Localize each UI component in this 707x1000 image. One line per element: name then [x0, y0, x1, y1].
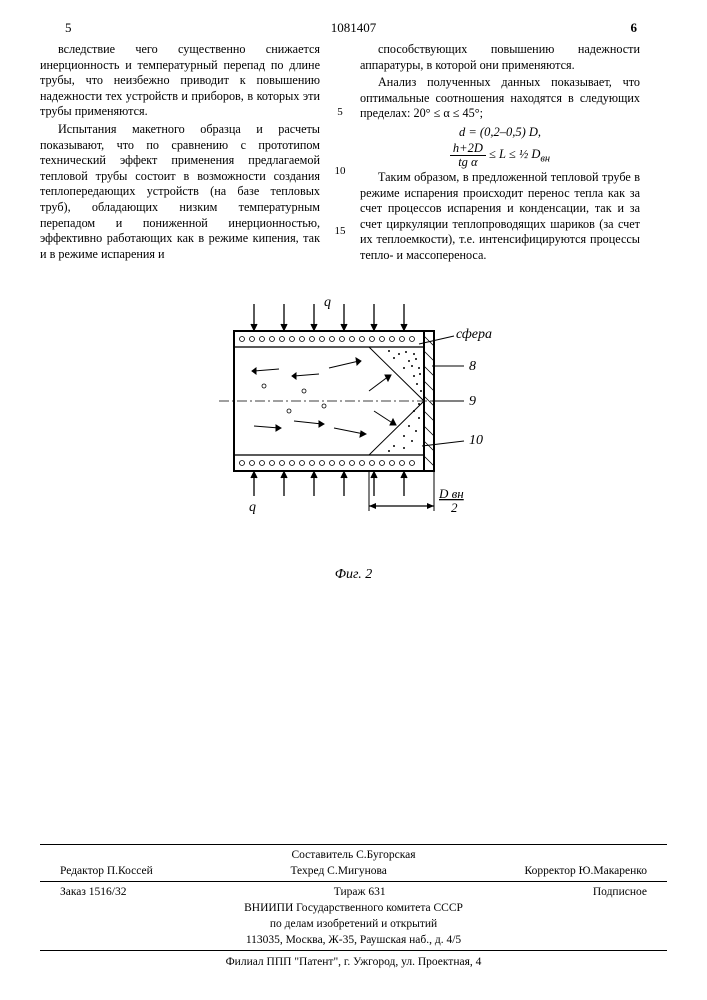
footer-corrector: Корректор Ю.Макаренко — [525, 865, 647, 877]
footer-org1: ВНИИПИ Государственного комитета СССР — [40, 900, 667, 916]
label-q-top: q — [324, 296, 331, 310]
label-dvn-den: 2 — [451, 500, 458, 515]
marker-15: 15 — [330, 224, 350, 238]
formula-L: h+2D tg α ≤ L ≤ ½ Dвн — [360, 142, 640, 168]
label-10: 10 — [469, 433, 483, 448]
footer-order: Заказ 1516/32 — [60, 886, 127, 898]
footer-sign: Подписное — [593, 886, 647, 898]
figure-2: q — [40, 296, 667, 583]
footer-techred: Техред С.Мигунова — [290, 865, 386, 877]
footer-block: Составитель С.Бугорская Редактор П.Коссе… — [40, 842, 667, 970]
label-q-bot: q — [249, 500, 256, 515]
formula-sub: вн — [540, 153, 550, 164]
footer-addr: 113035, Москва, Ж-35, Раушская наб., д. … — [40, 932, 667, 948]
right-p2: Анализ полученных данных показывает, что… — [360, 75, 640, 122]
page-num-right: 6 — [631, 20, 638, 36]
label-8: 8 — [469, 359, 476, 374]
label-9: 9 — [469, 394, 476, 409]
label-dvn-num: D вн — [438, 486, 464, 501]
right-column: способствующих повышению надежности аппа… — [360, 42, 640, 266]
footer-editor: Редактор П.Коссей — [60, 865, 153, 877]
footer-org2: по делам изобретений и открытий — [40, 916, 667, 932]
footer-branch: Филиал ППП "Патент", г. Ужгород, ул. Про… — [40, 953, 667, 970]
line-markers: 5 10 15 — [330, 42, 350, 266]
page-num-left: 5 — [65, 20, 72, 36]
page-num-center: 1081407 — [331, 20, 377, 36]
frac-num: h+2D — [450, 142, 486, 156]
marker-5: 5 — [330, 105, 350, 119]
formula-mid: ≤ L ≤ — [489, 147, 519, 161]
marker-10: 10 — [330, 164, 350, 178]
footer-compiler: Составитель С.Бугорская — [40, 847, 667, 863]
left-column: вследствие чего существенно снижается ин… — [40, 42, 320, 266]
left-p2: Испытания макетного образца и расчеты по… — [40, 122, 320, 262]
right-p1: способствующих повышению надежности аппа… — [360, 42, 640, 73]
formula-d: d = (0,2–0,5) D, — [360, 124, 640, 140]
formula-right: ½ D — [519, 147, 541, 161]
figure-caption: Фиг. 2 — [40, 567, 667, 583]
frac-den: tg α — [450, 156, 486, 169]
figure-svg: q — [194, 296, 514, 556]
left-p1: вследствие чего существенно снижается ин… — [40, 42, 320, 120]
right-p3: Таким образом, в предложенной тепловой т… — [360, 170, 640, 264]
footer-tirazh: Тираж 631 — [334, 886, 386, 898]
label-sphere: сфера — [456, 327, 492, 342]
